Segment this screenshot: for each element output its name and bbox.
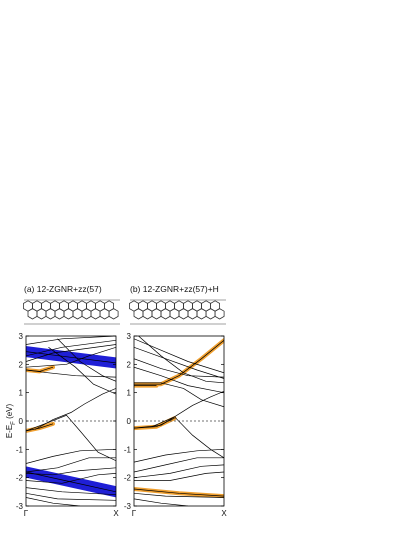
band-line bbox=[134, 471, 224, 481]
band-line bbox=[26, 339, 116, 357]
band-line bbox=[26, 423, 54, 432]
band-line bbox=[134, 382, 224, 408]
band-line bbox=[134, 464, 224, 479]
band-line bbox=[134, 457, 224, 473]
y-tick-label: 3 bbox=[19, 332, 24, 341]
band-line bbox=[26, 351, 116, 364]
band-line bbox=[34, 388, 116, 430]
x-tick-label: Γ bbox=[24, 509, 29, 518]
y-tick-label: -3 bbox=[124, 502, 132, 511]
band-line bbox=[26, 473, 116, 484]
plot-area bbox=[26, 336, 116, 506]
x-tick-label: X bbox=[221, 509, 227, 518]
band-line bbox=[134, 358, 224, 378]
y-tick-label: 2 bbox=[19, 360, 24, 369]
band-line bbox=[151, 390, 224, 428]
y-tick-label: 2 bbox=[127, 360, 132, 369]
band-line bbox=[134, 448, 224, 463]
y-axis-label-main: E-E bbox=[5, 425, 14, 438]
band-line bbox=[57, 338, 116, 382]
y-tick-label: 1 bbox=[127, 389, 132, 398]
y-tick-label: -2 bbox=[16, 474, 24, 483]
band-line bbox=[26, 346, 116, 368]
y-tick-label: 0 bbox=[19, 417, 24, 426]
band-line bbox=[134, 340, 224, 385]
band-line bbox=[48, 347, 116, 395]
band-line bbox=[26, 336, 116, 345]
band-line bbox=[138, 336, 224, 384]
y-tick-label: -1 bbox=[124, 445, 132, 454]
hexagon-cell bbox=[214, 308, 225, 320]
ribbon-b bbox=[129, 299, 226, 325]
band-line bbox=[26, 487, 116, 496]
y-tick-label: 1 bbox=[19, 389, 24, 398]
panel-a-title: (a) 12-ZGNR+zz(57) bbox=[24, 284, 102, 294]
x-tick-label: X bbox=[113, 509, 119, 518]
band-line bbox=[26, 448, 116, 464]
band-line bbox=[134, 346, 224, 379]
panel-b-title: (b) 12-ZGNR+zz(57)+H bbox=[130, 284, 219, 294]
y-axis-label-unit: (eV) bbox=[5, 403, 14, 421]
y-tick-label: -1 bbox=[16, 445, 24, 454]
band-line bbox=[134, 492, 224, 498]
band-line bbox=[134, 338, 224, 374]
band-line bbox=[26, 369, 116, 378]
hexagon-cell bbox=[108, 308, 119, 320]
band-line bbox=[134, 498, 189, 506]
band-line bbox=[26, 497, 81, 506]
y-tick-label: 0 bbox=[127, 417, 132, 426]
band-line bbox=[26, 344, 116, 362]
band-line bbox=[134, 416, 224, 459]
band-line bbox=[134, 366, 224, 394]
panel-b: 3 2 1 0 -1 -2 -3Γ X bbox=[124, 332, 227, 518]
ribbon-a bbox=[23, 299, 120, 325]
band-line bbox=[26, 457, 116, 473]
y-axis-label-subscript: F bbox=[11, 421, 17, 425]
band-line bbox=[134, 488, 224, 497]
orange-weighted-band bbox=[134, 338, 224, 387]
x-tick-label: Γ bbox=[132, 509, 137, 518]
band-line bbox=[26, 492, 116, 501]
y-axis-label: E-EF (eV) bbox=[5, 403, 17, 438]
band-line bbox=[26, 471, 116, 493]
band-line bbox=[26, 467, 116, 476]
plot-area bbox=[134, 336, 224, 506]
y-tick-label: -3 bbox=[16, 502, 24, 511]
panel-a: 3 2 1 0 -1 -2 -3Γ X bbox=[16, 332, 119, 518]
y-tick-label: 3 bbox=[127, 332, 132, 341]
y-tick-label: -2 bbox=[124, 474, 132, 483]
band-line bbox=[26, 414, 116, 462]
